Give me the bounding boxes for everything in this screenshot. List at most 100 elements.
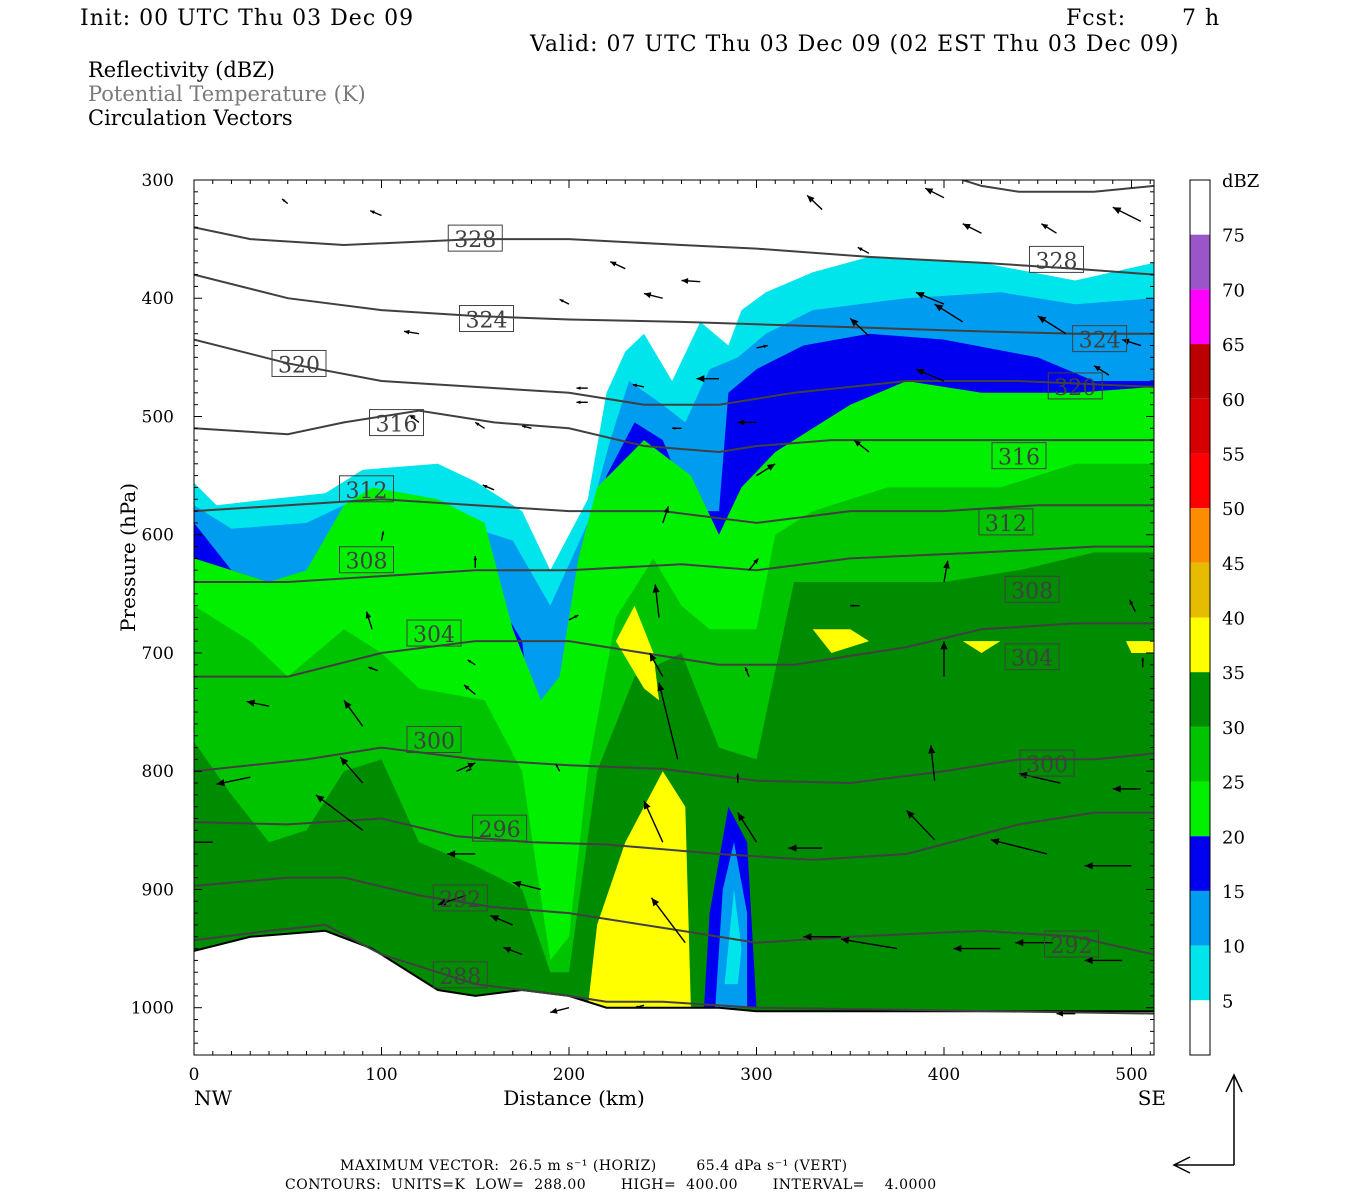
vector-head <box>574 615 579 619</box>
vector-57 <box>806 194 823 211</box>
vector-head <box>1112 207 1122 215</box>
vector-2 <box>246 699 270 707</box>
contour-label-box <box>1004 575 1060 603</box>
vector-head <box>576 386 581 390</box>
vector-14 <box>512 880 542 891</box>
contour-label-box <box>339 546 394 574</box>
vector-68 <box>281 198 289 205</box>
vector-head <box>550 1007 558 1014</box>
vector-head <box>315 794 325 803</box>
y-axis-label: Pressure (hPa) <box>116 483 140 632</box>
vector-69 <box>369 210 382 217</box>
vector-70 <box>403 329 420 335</box>
vector-head <box>522 425 526 429</box>
contour-label-box <box>991 442 1047 470</box>
contour-label-text: 308 <box>346 550 388 575</box>
axes: 0 100 200 300 400 500 300 400 500 600 700 800 900 100… <box>116 171 1166 1110</box>
colorbar-swatch-15 <box>1190 1000 1210 1055</box>
x-end-label-nw: NW <box>194 1086 233 1110</box>
vector-10 <box>465 768 472 772</box>
colorbar-level-label: 75 <box>1222 226 1245 247</box>
vector-75 <box>609 260 626 270</box>
vector-49 <box>1018 771 1061 784</box>
vector-head <box>803 933 812 941</box>
vector-head <box>672 426 676 430</box>
vector-head <box>559 299 564 303</box>
vector-47 <box>990 838 1048 855</box>
theta-contour-328-11 <box>194 226 1154 276</box>
x-axis-label: Distance (km) <box>503 1086 645 1110</box>
contour-label-12: 304 <box>406 619 462 648</box>
reflectivity-region-35-6 <box>587 771 691 1008</box>
contour-label-4: 320 <box>271 349 327 378</box>
vector-3 <box>315 794 364 831</box>
vector-head <box>482 484 488 489</box>
contour-label-box <box>1072 325 1128 353</box>
init-time: Init: 00 UTC Thu 03 Dec 09 <box>80 6 415 31</box>
vector-11 <box>447 850 476 858</box>
colorbar-swatch-5 <box>1190 453 1210 509</box>
reflectivity-region-5-13 <box>724 889 742 985</box>
vector-head <box>928 745 936 754</box>
vector-40 <box>905 809 936 841</box>
vector-head <box>925 188 934 195</box>
colorbar-level-label: 25 <box>1222 773 1245 794</box>
vector-head <box>447 850 456 858</box>
vector-head <box>1141 657 1145 662</box>
contour-label-17: 292 <box>432 884 488 913</box>
vector-29 <box>736 773 740 784</box>
vector-41 <box>940 641 948 677</box>
contour-label-box <box>447 224 503 252</box>
vector-5 <box>343 699 364 727</box>
vector-7 <box>365 611 373 630</box>
colorbar-swatch-6 <box>1190 508 1210 563</box>
y-tick-label: 1000 <box>131 999 174 1019</box>
vector-12 <box>437 894 467 906</box>
theta-contour-312-7 <box>194 498 1154 524</box>
colorbar-level-label: 15 <box>1222 882 1245 903</box>
vector-head <box>282 198 286 202</box>
vector-51 <box>1084 862 1132 870</box>
vector-shaft <box>658 682 679 760</box>
vector-48 <box>1015 939 1053 947</box>
x-tick-label: 300 <box>740 1065 772 1085</box>
reflectivity-region-35-7 <box>615 605 659 701</box>
vector-74 <box>521 425 532 429</box>
vector-head <box>632 383 638 388</box>
contour-label-text: 316 <box>998 446 1040 471</box>
vector-head <box>788 844 797 852</box>
colorbar-swatch-4 <box>1190 398 1210 454</box>
contour-label-11: 308 <box>1004 575 1060 604</box>
vector-22 <box>643 800 664 843</box>
contour-label-text: 296 <box>479 818 521 843</box>
vector-head <box>649 653 657 662</box>
vector-head <box>610 261 617 267</box>
vector-head <box>1094 365 1101 372</box>
vector-43 <box>915 368 945 382</box>
vector-30 <box>737 812 758 843</box>
contour-label-box <box>339 475 394 503</box>
vector-head <box>1056 1010 1064 1017</box>
vector-61 <box>850 604 860 608</box>
vector-20 <box>568 614 579 621</box>
vector-62 <box>934 303 964 323</box>
vector-27 <box>650 897 686 944</box>
vector-44 <box>915 291 945 305</box>
contour-label-14: 300 <box>406 725 462 754</box>
vector-shaft <box>990 839 1048 855</box>
vector-83 <box>672 426 682 430</box>
contour-label-7: 316 <box>991 442 1047 471</box>
contour-label-text: 324 <box>1079 329 1121 354</box>
vector-76 <box>643 292 663 299</box>
vector-33 <box>756 463 776 477</box>
contour-label-15: 300 <box>1019 749 1075 778</box>
contour-label-box <box>1004 643 1060 671</box>
vector-13 <box>489 914 514 926</box>
vector-head <box>850 604 854 608</box>
vector-24 <box>649 652 664 677</box>
vector-head <box>344 700 352 709</box>
vector-head <box>1122 338 1130 345</box>
colorbar-level-label: 5 <box>1222 991 1233 1012</box>
vector-9 <box>463 684 476 695</box>
vector-58 <box>857 246 870 254</box>
